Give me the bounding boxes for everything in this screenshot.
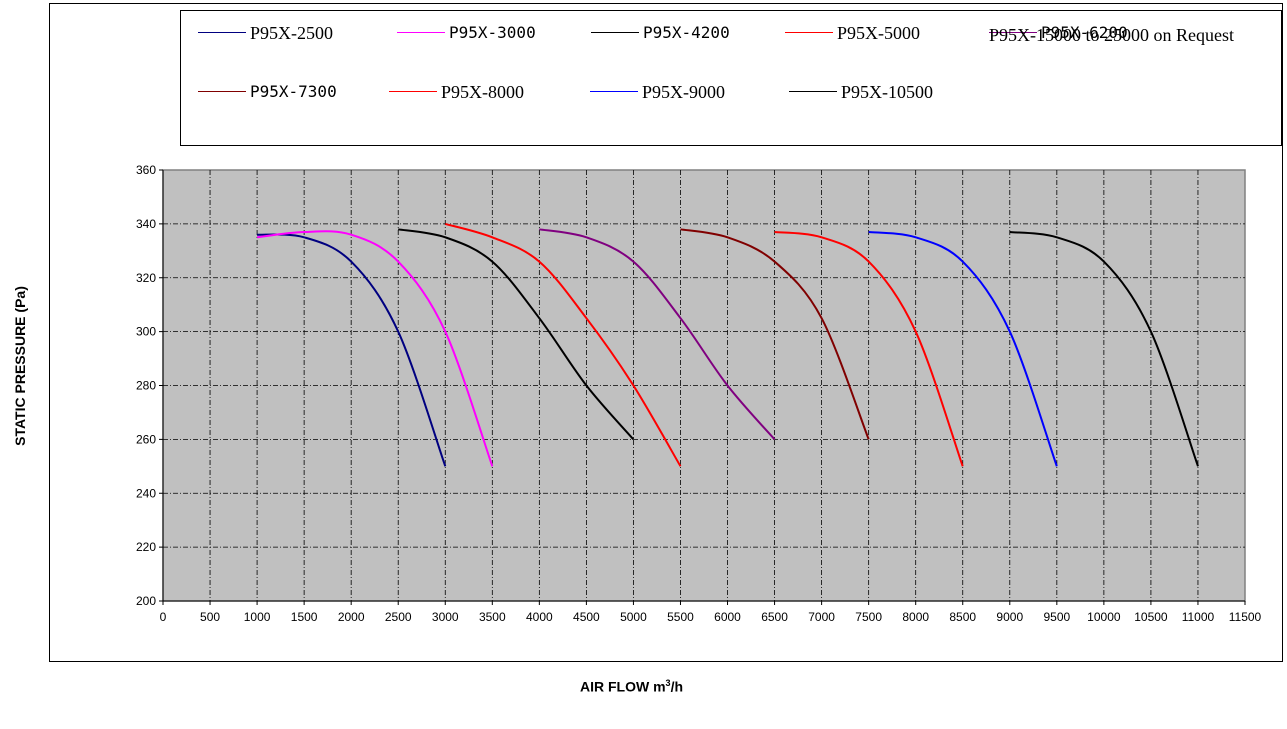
y-tick-label: 280 (136, 379, 156, 393)
x-tick-label: 4500 (573, 610, 600, 624)
legend-swatch (198, 91, 246, 92)
y-tick-label: 260 (136, 432, 156, 446)
legend-label: P95X-5000 (837, 21, 920, 45)
x-axis-label-text: AIR FLOW m (580, 679, 666, 695)
legend-swatch (590, 91, 638, 92)
x-axis-label-suffix: /h (671, 679, 683, 695)
x-tick-label: 7000 (808, 610, 835, 624)
legend-label: P95X-9000 (642, 80, 725, 104)
y-tick-label: 200 (136, 594, 156, 608)
x-tick-label: 4000 (526, 610, 553, 624)
x-tick-label: 9000 (996, 610, 1023, 624)
x-tick-label: 2000 (338, 610, 365, 624)
x-tick-label: 11000 (1182, 610, 1215, 624)
x-tick-label: 1500 (291, 610, 318, 624)
x-tick-label: 10000 (1087, 610, 1121, 624)
x-tick-label: 6000 (714, 610, 741, 624)
legend-swatch (591, 32, 639, 33)
chart-legend: P95X-10500 P95X-9000 P95X-8000 P95X-7300 P95… (180, 10, 1282, 146)
x-tick-label: 2500 (385, 610, 412, 624)
x-tick-label: 0 (160, 610, 167, 624)
y-tick-label: 320 (136, 271, 156, 285)
x-axis-label: AIR FLOW m3/h (580, 678, 683, 695)
legend-label: P95X-3000 (449, 21, 536, 45)
legend-label: P95X-10500 (841, 80, 933, 104)
y-tick-label: 360 (136, 163, 156, 177)
x-tick-label: 8000 (902, 610, 929, 624)
legend-label: P95X-2500 (250, 21, 333, 45)
x-tick-label: 5500 (667, 610, 694, 624)
legend-label: P95X-7300 (250, 80, 337, 104)
y-tick-label: 300 (136, 325, 156, 339)
x-tick-label: 5000 (620, 610, 647, 624)
y-tick-label: 240 (136, 486, 156, 500)
y-axis-label: STATIC PRESSURE (Pa) (12, 286, 28, 446)
legend-label: P95X-8000 (441, 80, 524, 104)
x-tick-label: 3500 (479, 610, 506, 624)
y-tick-label: 340 (136, 217, 156, 231)
legend-swatch (397, 32, 445, 33)
x-tick-label: 3000 (432, 610, 459, 624)
x-tick-label: 9500 (1043, 610, 1070, 624)
x-tick-label: 500 (200, 610, 220, 624)
y-tick-label: 220 (136, 540, 156, 554)
legend-swatch (198, 32, 246, 33)
x-tick-label: 1000 (244, 610, 271, 624)
legend-swatch (789, 91, 837, 92)
legend-note: P95X-15000 to 25000 on Request (989, 22, 1249, 49)
x-tick-label: 8500 (949, 610, 976, 624)
x-tick-label: 6500 (761, 610, 788, 624)
legend-label: P95X-4200 (643, 21, 730, 45)
x-tick-label: 11500 (1229, 610, 1262, 624)
x-tick-label: 7500 (855, 610, 882, 624)
x-tick-label: 10500 (1134, 610, 1168, 624)
legend-swatch (389, 91, 437, 92)
legend-swatch (785, 32, 833, 33)
